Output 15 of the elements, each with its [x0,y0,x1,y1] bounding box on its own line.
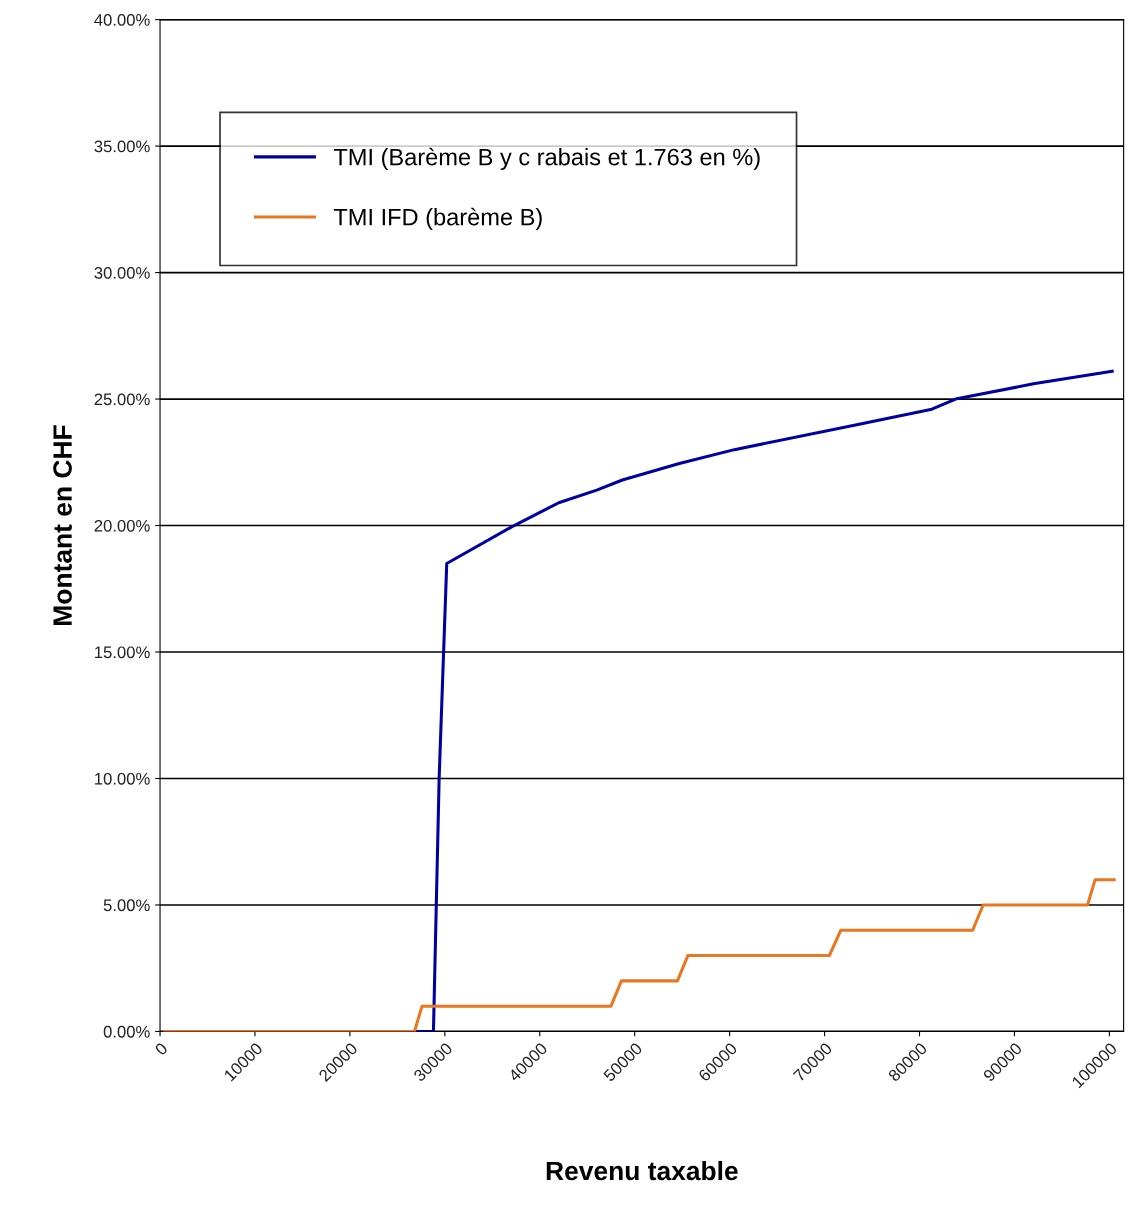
y-tick-label: 20.00% [94,519,150,532]
y-tick-label: 0.00% [103,1025,150,1038]
y-tick-label: 25.00% [94,393,150,406]
y-tick-label: 5.00% [103,899,150,912]
line-series [163,878,1116,1032]
legend-label: TMI IFD (barème B) [333,207,542,231]
y-tick-label: 15.00% [95,646,150,659]
x-axis-title: Revenu taxable [546,1160,738,1181]
y-tick-label: 10.00% [95,772,150,785]
y-axis-title: Montant en CHF [53,425,72,625]
y-tick-label: 35.00% [94,140,150,153]
y-tick-label: 40.00% [94,14,150,26]
legend-label: TMI (Barème B y c rabais et 1.763 en %) [333,147,760,171]
x-tick-label: 0 [154,1041,169,1056]
y-tick-label: 30.00% [94,266,150,279]
